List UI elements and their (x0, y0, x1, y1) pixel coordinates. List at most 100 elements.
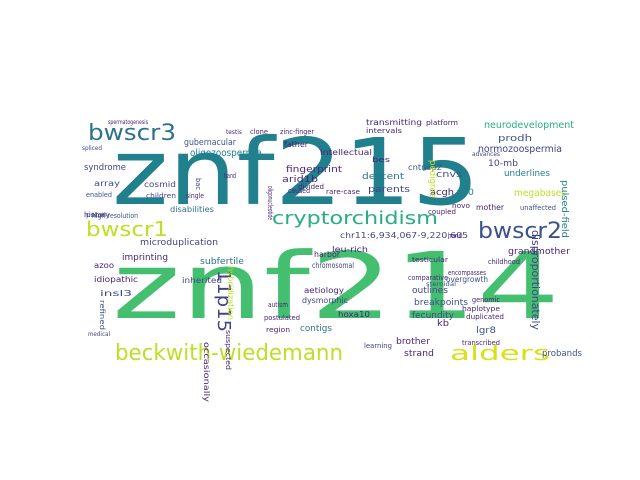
cloud-word-cntnap2: cntnap2 (408, 163, 442, 172)
cloud-word-inherited: inherited (182, 276, 222, 285)
cloud-word-testicular: testicular (412, 256, 448, 264)
cloud-word-hybridization: hybridization (226, 266, 235, 320)
cloud-word-harbor: harbor (314, 250, 341, 259)
cloud-word-unaffected: unaffected (520, 204, 556, 212)
cloud-word-dysmorphic: dysmorphic (302, 296, 348, 305)
cloud-word-znf215: znf215 (112, 119, 480, 226)
cloud-word-coupled: coupled (428, 208, 456, 216)
cloud-word-single: single (186, 192, 204, 200)
cloud-word-steroidal: steroidal (426, 281, 456, 288)
cloud-word-chromosomal: chromosomal (312, 261, 354, 270)
cloud-word-novo: novo (452, 202, 470, 210)
cloud-word-hoxa10: hoxa10 (338, 310, 370, 319)
cloud-word-oligonucleotide: oligonucleotide (266, 186, 274, 220)
cloud-word-probands: probands (542, 349, 582, 359)
cloud-word-fecundity: fecundity (412, 311, 455, 321)
cloud-word-parents: parents (368, 185, 410, 195)
cloud-word-testis: testis (226, 129, 242, 136)
cloud-word-normozoospermia: normozoospermia (478, 144, 562, 155)
cloud-background (80, 110, 560, 370)
cloud-word-pedigree: pedigree (427, 160, 437, 198)
cloud-word-autism: autism (268, 301, 288, 309)
cloud-word-leu-rich: leu-rich (332, 245, 368, 254)
cloud-word-underlines: underlines (504, 169, 550, 179)
cloud-word-imprinting: imprinting (122, 253, 168, 263)
cloud-word-encompasses: encompasses (448, 269, 486, 277)
cloud-word-intellectual: intellectual (320, 148, 372, 157)
cloud-word-bwscr2: bwscr2 (478, 219, 562, 244)
cloud-word-transcribed: transcribed (462, 339, 500, 347)
cloud-word-lgr8: lgr8 (476, 326, 496, 336)
cloud-word-mother: mother (476, 203, 505, 212)
cloud-word-rare-case: rare-case (326, 188, 360, 196)
cloud-word-region: region (266, 326, 290, 334)
cloud-word-childhood: childhood (488, 258, 520, 266)
cloud-word-neurodevelopment: neurodevelopment (484, 120, 574, 131)
cloud-word-cosmid: cosmid (144, 180, 176, 189)
cloud-word-breakpoints: breakpoints (414, 298, 468, 308)
cloud-word-disproportionately: disproportionately (529, 230, 542, 330)
cloud-word-oligozoospermia: oligozoospermia (190, 148, 262, 159)
cloud-word-znf214: znf214 (112, 233, 560, 340)
cloud-word-postulated: postulated (264, 314, 300, 322)
cloud-word-beckwith-wiedemann: beckwith-wiedemann (115, 341, 343, 366)
cloud-word-advances: advances (472, 151, 500, 158)
cloud-word-medical: medical (88, 331, 110, 338)
cloud-word-array: array (94, 179, 120, 188)
cloud-word-cnvs: cnvs (436, 170, 462, 180)
cloud-word-comparative: comparative (408, 274, 448, 282)
cloud-word-bwscr1: bwscr1 (86, 217, 168, 241)
cloud-word-fingerprint: fingerprint (286, 165, 343, 175)
cloud-word-zinc-finger: zinc-finger (280, 128, 314, 136)
cloud-word-genomic: genomic (472, 296, 500, 304)
cloud-word-outlines: outlines (412, 286, 448, 296)
cloud-word-strand: strand (404, 349, 434, 359)
cloud-word-gubernacular: gubernacular (184, 138, 236, 148)
cloud-word-prodh: prodh (498, 134, 532, 144)
cloud-word-divided: divided (298, 183, 324, 191)
cloud-word-caused: caused (288, 187, 310, 195)
cloud-word-father: father (284, 140, 309, 149)
cloud-word-disabilities: disabilities (170, 205, 214, 214)
cloud-word-haplotype: haplotype (462, 305, 500, 313)
cloud-word-megabases: megabases (514, 188, 566, 199)
cloud-word-spermatogenesis: spermatogenesis (108, 119, 148, 126)
cloud-word-band: band (224, 172, 236, 180)
cloud-word-11p15: 11p15 (213, 270, 234, 332)
cloud-word-cryptorchidism: cryptorchidism (272, 208, 438, 229)
cloud-word-kb: kb (437, 319, 449, 329)
cloud-word-chr11-6-934-067-9-220-605: chr11:6,934,067-9,220,605 (340, 231, 468, 240)
cloud-word-subfertile: subfertile (200, 257, 244, 267)
cloud-word-bwscr3: bwscr3 (88, 121, 176, 146)
cloud-word-intervals: intervals (366, 127, 402, 135)
cloud-word-enabled: enabled (86, 191, 112, 199)
cloud-word-bes: bes (372, 156, 390, 164)
cloud-word-contigs: contigs (300, 324, 332, 334)
cloud-word-arid1b: arid1b (282, 175, 318, 185)
cloud-word-syndrome: syndrome (84, 163, 126, 173)
cloud-word-suspected: suspected (224, 330, 232, 370)
cloud-word-descent: descent (362, 172, 405, 182)
cloud-word-a10: a10 (456, 188, 474, 198)
cloud-word-clone: clone (250, 128, 268, 136)
cloud-word-duplicated: duplicated (466, 313, 504, 321)
cloud-word-learning: learning (364, 342, 392, 350)
cloud-word-occasionally: occasionally (202, 342, 211, 402)
cloud-word-insl3: insl3 (100, 289, 132, 298)
cloud-word-transmitting: transmitting (366, 118, 422, 127)
cloud-word-microduplication: microduplication (140, 238, 218, 248)
cloud-word-acgh: acgh (430, 188, 454, 198)
cloud-word-grandmother: grandmother (508, 247, 570, 257)
cloud-word-pulsed-field: pulsed-field (559, 180, 569, 238)
cloud-word-history: history (84, 211, 110, 219)
cloud-word-aetiology: aetiology (304, 286, 344, 295)
cloud-word-refined: refined (98, 300, 106, 330)
cloud-word-azoo: azoo (94, 261, 114, 270)
cloud-word-high-resolution: high-resolution (92, 212, 138, 220)
cloud-word-alders: alders (450, 341, 550, 365)
cloud-word-children: children (146, 192, 176, 200)
cloud-word-bac: bac (194, 178, 202, 190)
cloud-word-panel: panel (86, 212, 106, 219)
cloud-word-spliced: spliced (82, 145, 102, 152)
cloud-word-platform: platform (426, 119, 458, 127)
